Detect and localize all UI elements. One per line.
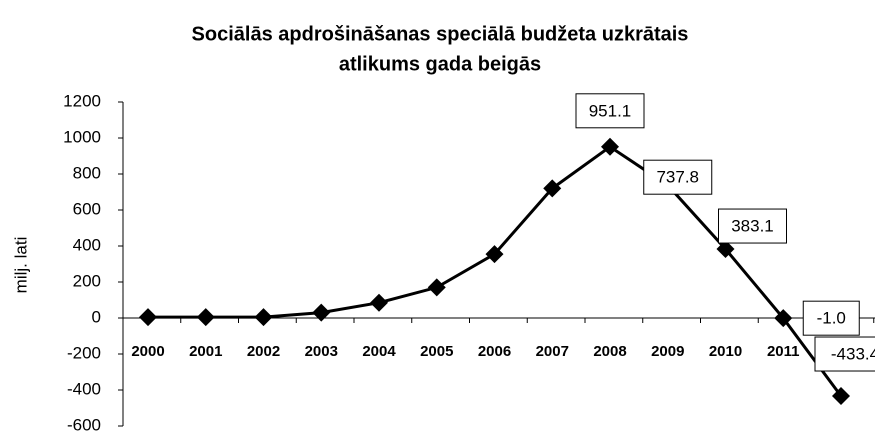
data-label: 951.1 <box>589 101 632 120</box>
marker <box>716 240 735 259</box>
y-tick-label: 1200 <box>63 91 101 110</box>
x-tick-label: 2008 <box>593 343 626 360</box>
data-label: -433.4 <box>831 344 875 363</box>
x-tick-label: 2001 <box>189 343 222 360</box>
y-tick-label: 400 <box>73 235 101 254</box>
data-label: -1.0 <box>817 309 846 328</box>
x-tick-label: 2006 <box>478 343 511 360</box>
marker <box>601 137 619 156</box>
x-tick-label: 2002 <box>247 343 280 360</box>
x-tick-label: 2009 <box>651 343 684 360</box>
y-tick-label: 0 <box>92 307 101 326</box>
chart-title: Sociālās apdrošināšanas speciālā budžeta… <box>192 23 689 45</box>
marker <box>427 278 446 297</box>
y-tick-label: -200 <box>67 343 101 362</box>
marker <box>196 308 215 327</box>
x-tick-label: 2007 <box>536 343 569 360</box>
x-tick-label: 2005 <box>420 343 453 360</box>
data-label: 383.1 <box>731 217 774 236</box>
x-tick-label: 2011 <box>767 343 800 360</box>
y-tick-label: -600 <box>67 415 101 433</box>
data-label-box <box>718 208 787 244</box>
marker <box>485 245 504 264</box>
y-tick-label: 1000 <box>63 127 101 146</box>
data-label-box <box>802 300 860 336</box>
y-tick-label: 600 <box>73 199 101 218</box>
data-label-box <box>575 93 645 129</box>
x-tick-label: 2003 <box>305 343 338 360</box>
data-label-box <box>643 159 713 195</box>
x-tick-label: 2010 <box>709 343 742 360</box>
marker <box>312 303 331 322</box>
y-tick-label: -400 <box>67 379 101 398</box>
data-label: 737.8 <box>656 168 699 187</box>
y-axis-label: milj. lati <box>11 237 30 294</box>
marker <box>774 309 793 328</box>
y-tick-label: 200 <box>73 271 101 290</box>
marker <box>543 179 562 198</box>
marker <box>139 308 157 327</box>
marker <box>832 387 850 406</box>
marker <box>254 308 273 327</box>
y-tick-label: 800 <box>73 163 101 182</box>
marker <box>370 293 388 312</box>
data-label-box <box>814 336 875 372</box>
chart-subtitle: atlikums gada beigās <box>339 53 541 75</box>
x-tick-label: 2004 <box>362 343 396 360</box>
x-tick-label: 2000 <box>131 343 164 360</box>
